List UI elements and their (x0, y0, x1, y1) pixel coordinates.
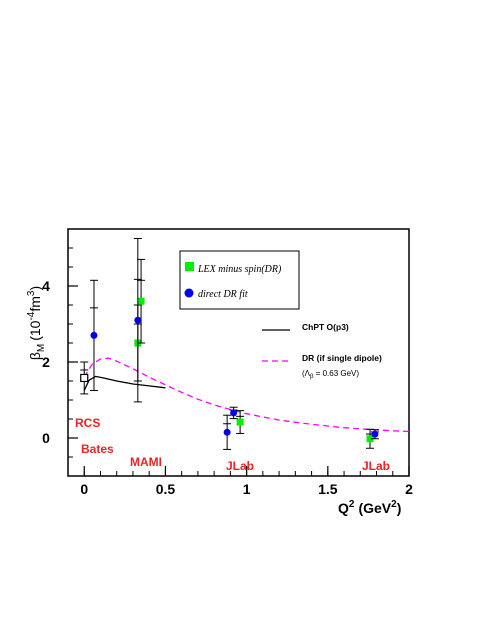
x-tick-label: 1.5 (318, 481, 338, 497)
point-lex (137, 297, 145, 305)
x-tick-label: 2 (405, 481, 413, 497)
y-ticks: 0 2 4 (42, 247, 78, 477)
point-rcs (80, 373, 89, 383)
experiment-label-bates: Bates (81, 442, 114, 456)
experiment-label-jlab-1: JLab (226, 459, 254, 473)
curve-dr (83, 357, 410, 433)
x-ticks: 0 0.5 1 1.5 2 (80, 466, 413, 497)
x-tick-label: 0 (80, 481, 88, 497)
point-dr (134, 316, 142, 324)
y-tick-label: 0 (42, 430, 50, 446)
experiment-label-rcs: RCS (75, 416, 100, 430)
point-lex (236, 418, 244, 426)
legend-box (179, 250, 300, 310)
y-tick-label: 2 (42, 354, 50, 370)
experiment-label-jlab-2: JLab (362, 459, 390, 473)
point-dr (90, 331, 98, 339)
y-tick-label: 4 (42, 278, 50, 294)
point-lex (366, 435, 374, 443)
curves (83, 357, 410, 433)
x-tick-label: 1 (243, 481, 251, 497)
plot-frame (67, 228, 410, 477)
data-points (80, 238, 379, 450)
point-dr (223, 428, 231, 436)
legend-label-dr: direct DR fit (198, 289, 248, 300)
legend-label-chpt: ChPT O(p3) (302, 322, 349, 332)
legend-label-dr-param: (Λβ = 0.63 GeV) (302, 369, 359, 380)
legend-label-dr-curve: DR (if single dipole) (302, 353, 382, 363)
legend-marker-dr (184, 288, 194, 298)
point-dr (371, 430, 379, 438)
x-axis-label: Q2 (GeV2) (338, 499, 401, 516)
curve-chpt (83, 375, 166, 391)
x-tick-label: 0.5 (156, 481, 176, 497)
point-dr (230, 409, 238, 417)
y-axis-label: βM(10-4fm3) (26, 286, 47, 360)
legend-marker-lex (185, 262, 194, 271)
legend-label-lex: LEX minus spin(DR) (197, 264, 282, 275)
experiment-label-mami: MAMI (130, 455, 162, 469)
